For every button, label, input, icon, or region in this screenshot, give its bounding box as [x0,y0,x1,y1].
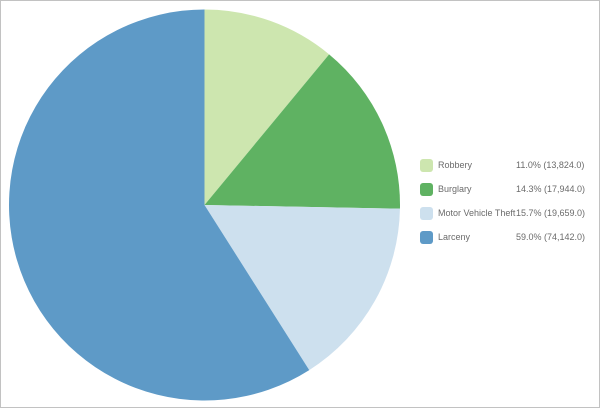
pie-slice-burglary[interactable] [204,54,401,209]
legend-swatch-icon [420,182,433,196]
legend-label: Motor Vehicle Theft [438,208,516,218]
legend-value: 59.0% (74,142.0) [516,232,586,242]
pie-slice-motor-vehicle-theft[interactable] [204,205,400,371]
legend-item-motor-vehicle-theft[interactable]: Motor Vehicle Theft 15.7% (19,659.0) [420,201,585,225]
legend-item-robbery[interactable]: Robbery 11.0% (13,824.0) [420,153,585,177]
pie-slice-larceny[interactable] [9,9,310,401]
legend-label: Burglary [438,184,472,194]
legend-value: 14.3% (17,944.0) [516,184,586,194]
legend-value: 11.0% (13,824.0) [516,160,585,170]
legend-label: Robbery [438,160,473,170]
legend-value: 15.7% (19,659.0) [516,208,586,218]
legend-swatch-icon [420,158,433,172]
pie-slices-group [9,9,401,401]
legend-swatch-icon [420,206,433,220]
pie-slice-robbery[interactable] [204,9,330,206]
legend-swatch-icon [420,230,433,244]
legend-item-burglary[interactable]: Burglary 14.3% (17,944.0) [420,177,585,201]
legend-item-larceny[interactable]: Larceny 59.0% (74,142.0) [420,225,585,249]
legend: Robbery 11.0% (13,824.0) Burglary 14.3% … [420,153,585,249]
legend-label: Larceny [438,232,471,242]
